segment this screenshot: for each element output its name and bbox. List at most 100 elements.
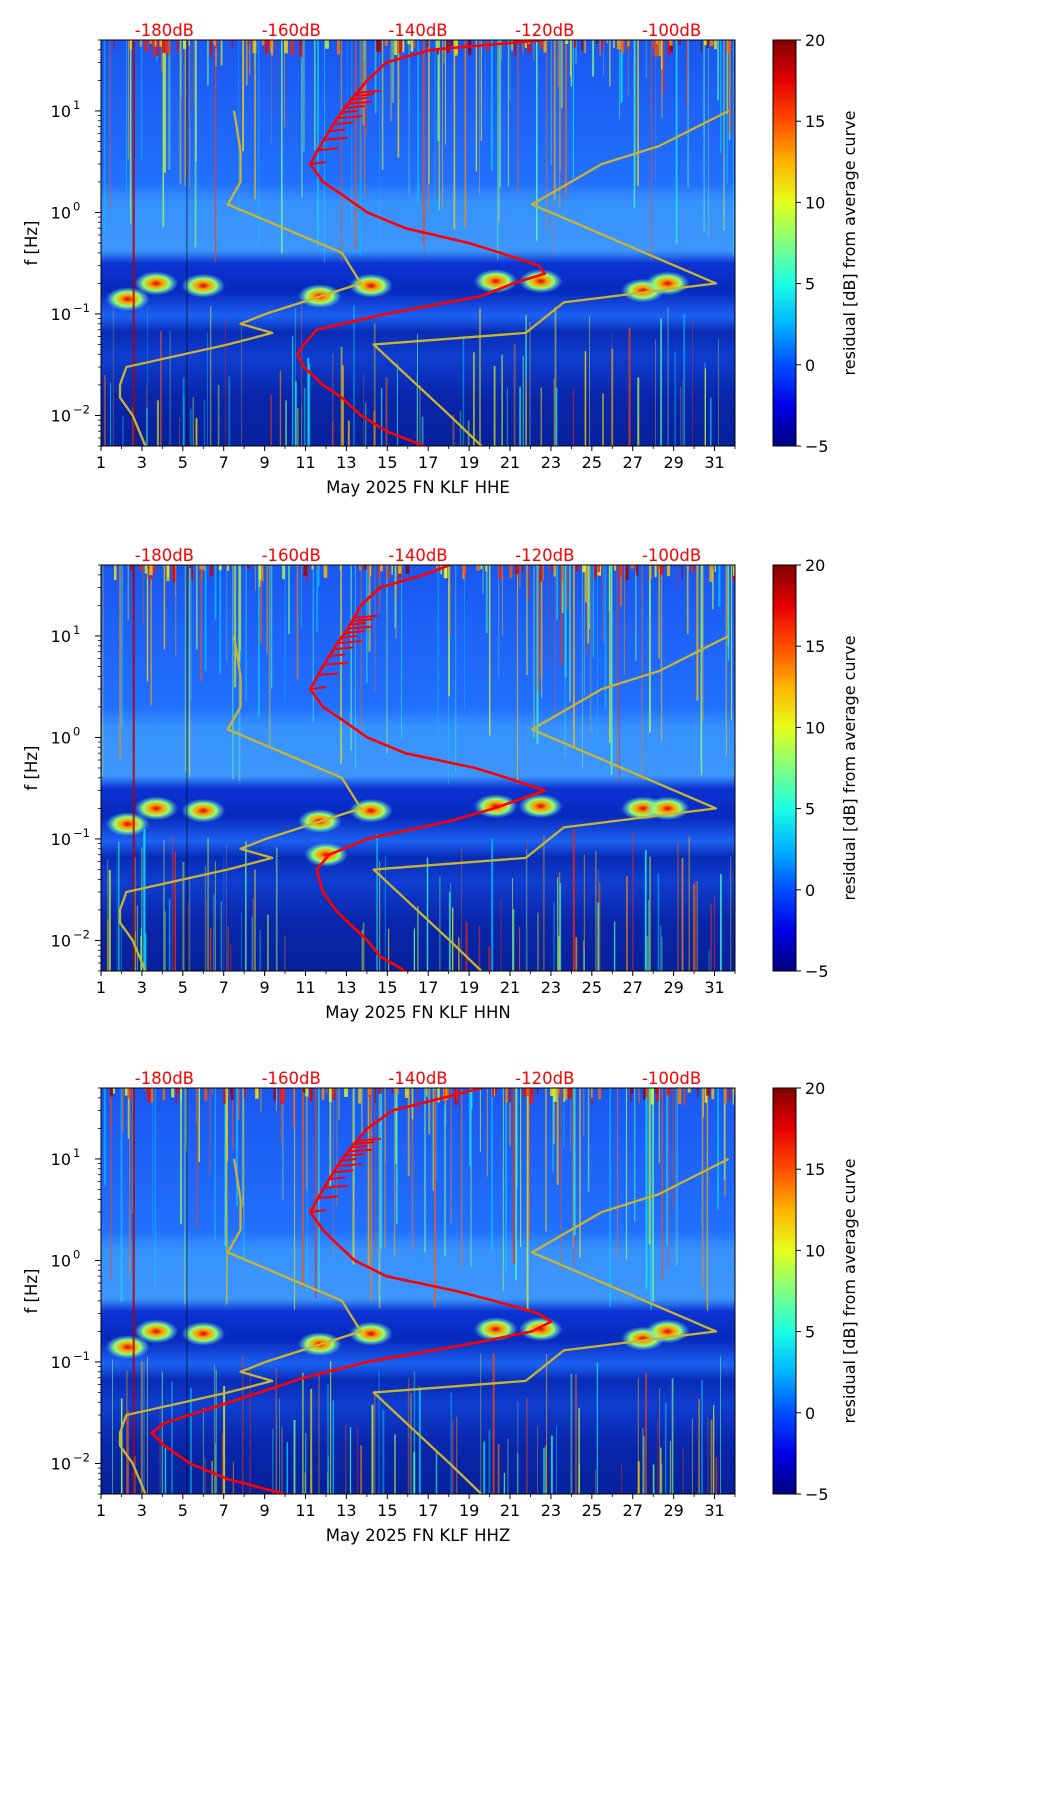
x-tick-label: 17: [418, 978, 438, 997]
colorbar-tick-label: 5: [805, 1323, 815, 1342]
heatmap-top-noise: [405, 565, 410, 574]
psd-curve-spike: [323, 1184, 349, 1189]
heatmap-top-noise: [326, 1088, 328, 1093]
heatmap-top-noise: [396, 1088, 399, 1095]
heatmap-hotspot: [645, 796, 690, 821]
heatmap-top-noise: [683, 1088, 686, 1105]
y-tick-label: 10: [51, 1251, 71, 1270]
heatmap-top-noise: [226, 565, 230, 571]
heatmap-top-noise: [376, 40, 380, 52]
heatmap-top-noise: [630, 1088, 632, 1102]
heatmap-hotspot: [134, 271, 179, 296]
heatmap-top-noise: [713, 40, 717, 50]
psd-curve-spike: [333, 646, 354, 651]
psd-curve-spike: [333, 1169, 354, 1174]
psd-curve-spike: [310, 686, 327, 691]
heatmap-top-noise: [667, 40, 671, 55]
heatmap-top-noise: [426, 40, 429, 48]
colorbar-tick-label: 20: [805, 1079, 825, 1098]
heatmap-top-noise: [268, 40, 272, 44]
heatmap-hotspot: [181, 798, 226, 823]
heatmap-top-noise: [386, 565, 390, 580]
heatmap-top-noise: [175, 1088, 177, 1105]
heatmap-top-noise: [437, 1088, 440, 1103]
heatmap-top-noise: [613, 40, 615, 48]
y-tick-label: 10: [51, 830, 71, 849]
heatmap-top-noise: [261, 40, 265, 46]
y-tick-label: 10: [51, 1454, 71, 1473]
heatmap-top-noise: [426, 1088, 428, 1097]
y-tick-base: 10: [51, 728, 71, 747]
y-tick-label: 10: [51, 305, 71, 324]
heatmap-top-noise: [638, 1088, 640, 1103]
psd-curve-spike: [347, 100, 372, 105]
heatmap-top-noise: [152, 565, 156, 573]
y-tick-base: 10: [51, 830, 71, 849]
db-label: -120dB: [515, 546, 574, 565]
heatmap-top-noise: [149, 565, 153, 576]
heatmap-top-noise: [209, 565, 214, 577]
heatmap-top-noise: [435, 565, 439, 572]
heatmap-top-noise: [584, 40, 586, 54]
heatmap-top-noise: [191, 565, 194, 581]
y-tick-label: 10: [51, 1353, 71, 1372]
heatmap-hotspot: [349, 798, 393, 823]
heatmap-top-noise: [523, 1088, 526, 1097]
heatmap-top-noise: [398, 565, 402, 574]
colorbar-tick-label: 15: [805, 1160, 825, 1179]
y-tick-exponent: −2: [73, 1450, 90, 1464]
heatmap-top-noise: [553, 565, 556, 577]
x-tick-label: 19: [459, 978, 479, 997]
heatmap-top-noise: [247, 40, 251, 45]
heatmap-top-noise: [563, 1088, 568, 1100]
heatmap-top-noise: [214, 40, 217, 49]
heatmap-top-noise: [551, 565, 554, 571]
heatmap-top-noise: [144, 40, 149, 52]
heatmap-top-noise: [446, 40, 450, 54]
heatmap-top-noise: [649, 565, 652, 580]
heatmap-top-noise: [112, 1088, 115, 1094]
heatmap-top-noise: [189, 565, 192, 569]
heatmap-top-noise: [709, 565, 714, 582]
colorbar-tick-label: 10: [805, 718, 825, 737]
heatmap-top-noise: [223, 1088, 226, 1104]
y-tick-base: 10: [51, 102, 71, 121]
heatmap-hotspot: [134, 1319, 179, 1344]
heatmap-top-noise: [561, 565, 564, 582]
y-tick-exponent: 0: [73, 724, 80, 738]
heatmap-top-noise: [152, 40, 156, 57]
db-label: -180dB: [135, 546, 194, 565]
psd-curve-spike: [344, 629, 365, 634]
psd-curve-spike: [344, 1152, 365, 1157]
y-tick-exponent: −2: [73, 927, 90, 941]
heatmap-top-noise: [659, 565, 664, 575]
x-tick-label: 27: [623, 453, 643, 472]
y-tick-base: 10: [51, 931, 71, 950]
y-tick-label: 10: [51, 203, 71, 222]
heatmap-top-noise: [129, 40, 133, 50]
heatmap-top-noise: [109, 1088, 113, 1097]
noise-model-curve: [372, 109, 730, 446]
heatmap-hotspot: [349, 1321, 393, 1346]
colorbar-tick-label: 15: [805, 112, 825, 131]
heatmap-top-noise: [302, 1088, 307, 1093]
heatmap-top-noise: [369, 565, 372, 576]
x-tick-label: 9: [260, 978, 270, 997]
heatmap-top-noise: [652, 40, 654, 50]
heatmap-top-noise: [714, 565, 716, 572]
heatmap-top-noise: [650, 1088, 654, 1105]
db-label: -160dB: [262, 1069, 321, 1088]
x-tick-label: 3: [137, 978, 147, 997]
noise-model-curve: [118, 1158, 363, 1494]
heatmap-top-noise: [402, 40, 405, 53]
x-tick-label: 17: [418, 453, 438, 472]
heatmap-top-noise: [654, 565, 657, 578]
heatmap-top-noise: [656, 40, 659, 45]
heatmap-area: [101, 40, 735, 446]
y-tick-label: 10: [51, 1150, 71, 1169]
colorbar-tick-label: −5: [805, 1485, 829, 1504]
noise-model-curve: [372, 1157, 730, 1494]
heatmap-bands: [101, 565, 735, 971]
heatmap-top-noise: [691, 565, 694, 573]
